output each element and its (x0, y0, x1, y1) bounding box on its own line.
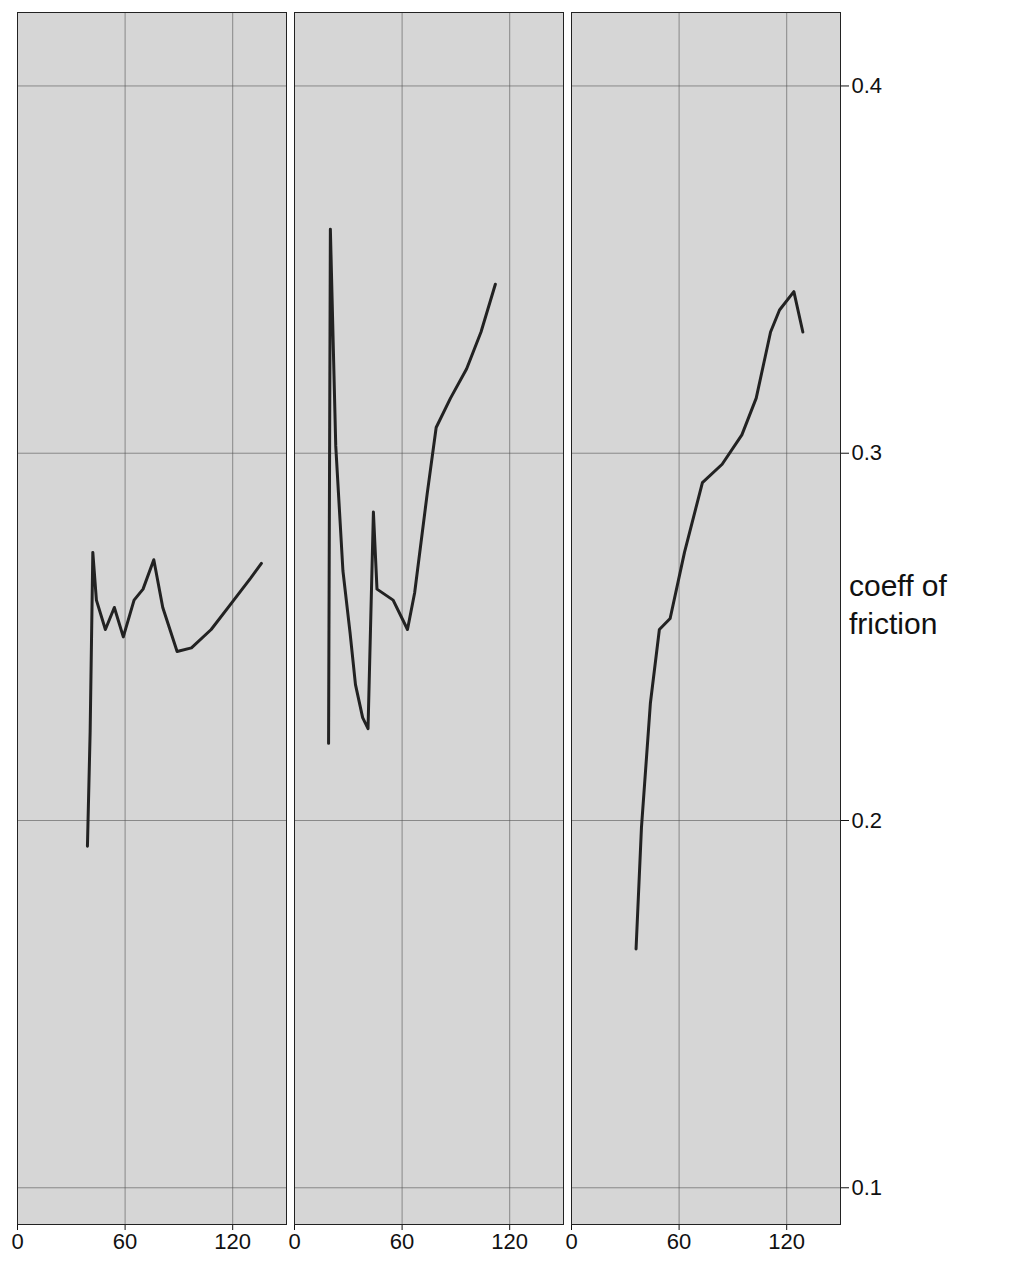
svg-text:0: 0 (565, 1229, 577, 1254)
svg-text:120: 120 (768, 1229, 805, 1254)
svg-text:60: 60 (667, 1229, 691, 1254)
svg-text:0.3: 0.3 (852, 440, 883, 465)
svg-text:0.4: 0.4 (852, 73, 883, 98)
svg-text:0.1: 0.1 (852, 1175, 883, 1200)
svg-text:60: 60 (113, 1229, 137, 1254)
svg-text:60: 60 (390, 1229, 414, 1254)
html-text:coeff of friction: coeff of friction (849, 569, 947, 640)
svg-text:0.2: 0.2 (852, 808, 883, 833)
svg-text:0: 0 (288, 1229, 300, 1254)
svg-text:0: 0 (11, 1229, 23, 1254)
svg-text:120: 120 (214, 1229, 251, 1254)
svg-text:120: 120 (491, 1229, 528, 1254)
